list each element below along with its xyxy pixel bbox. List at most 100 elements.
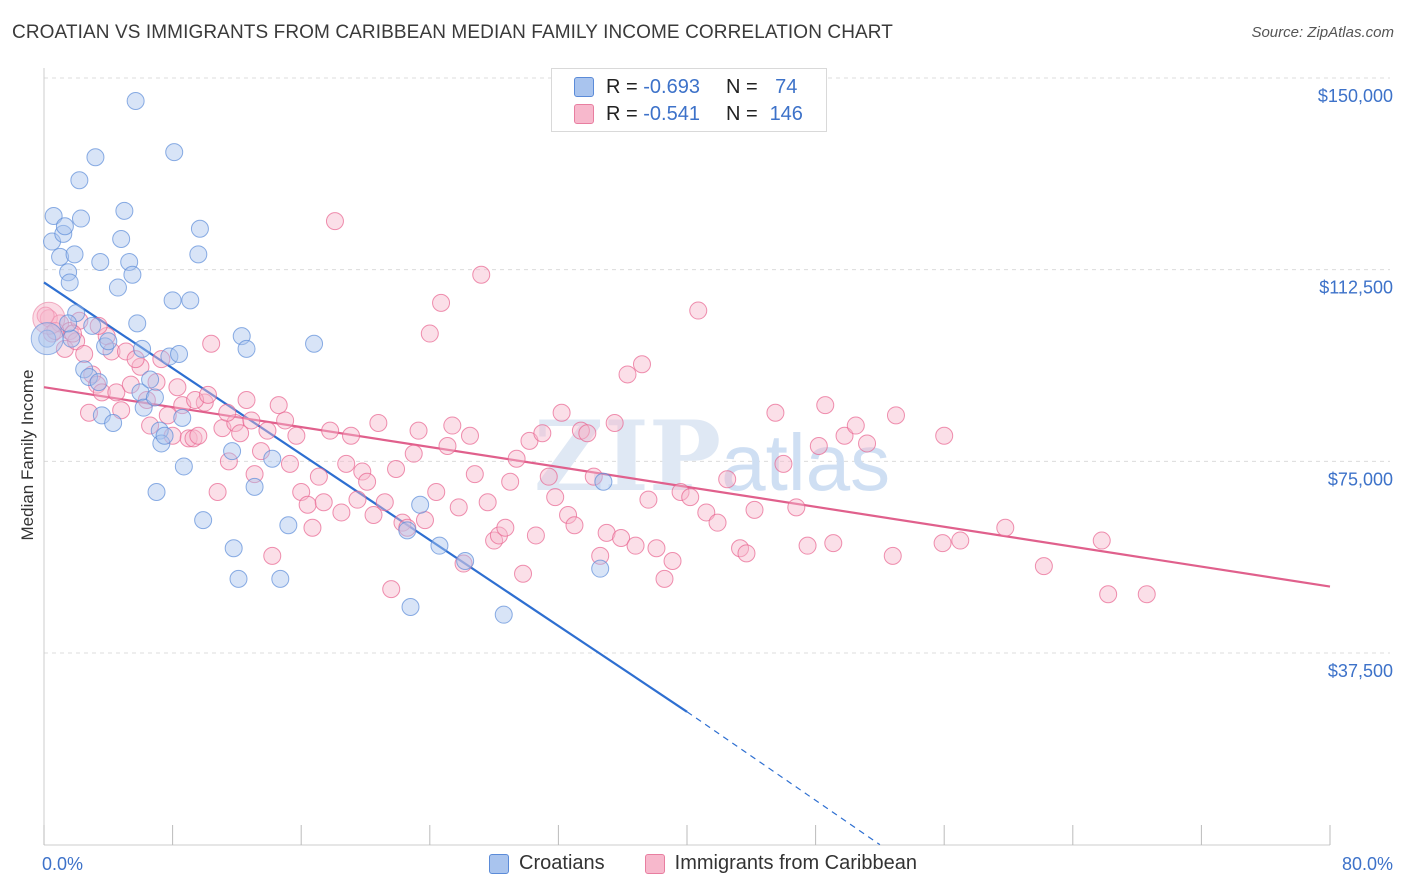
point-caribbean bbox=[858, 434, 877, 453]
gridlines bbox=[44, 77, 1390, 654]
point-caribbean bbox=[718, 470, 737, 489]
point-croatians bbox=[456, 552, 475, 570]
y-tick-label: $112,500 bbox=[1319, 278, 1393, 298]
point-caribbean bbox=[387, 460, 406, 478]
legend-swatch-croatians bbox=[574, 77, 594, 97]
point-caribbean bbox=[369, 414, 388, 432]
point-croatians bbox=[147, 483, 166, 501]
point-caribbean bbox=[472, 265, 491, 284]
point-caribbean bbox=[578, 424, 597, 443]
bottom-legend-label-caribbean: Immigrants from Caribbean bbox=[674, 852, 917, 874]
point-caribbean bbox=[438, 437, 457, 455]
trend-line-croatians-extension bbox=[686, 711, 881, 846]
point-caribbean bbox=[208, 483, 227, 501]
bottom-legend-caribbean[interactable]: Immigrants from Caribbean bbox=[644, 852, 917, 875]
point-caribbean bbox=[824, 534, 843, 553]
point-caribbean bbox=[584, 467, 603, 486]
legend-r-caribbean: -0.541 bbox=[643, 102, 700, 125]
legend: R = -0.693 N = 74 R = -0.541 N = 146 bbox=[551, 68, 827, 132]
point-croatians bbox=[181, 291, 200, 310]
point-caribbean bbox=[276, 411, 295, 430]
point-croatians bbox=[62, 329, 81, 348]
point-croatians bbox=[591, 559, 610, 578]
point-caribbean bbox=[655, 569, 674, 588]
point-caribbean bbox=[443, 416, 462, 435]
point-croatians bbox=[494, 605, 513, 624]
point-croatians bbox=[224, 539, 243, 558]
point-caribbean bbox=[404, 444, 423, 463]
point-caribbean bbox=[375, 493, 394, 512]
point-caribbean bbox=[496, 518, 515, 537]
point-caribbean bbox=[342, 426, 361, 445]
point-croatians bbox=[263, 449, 282, 468]
point-caribbean bbox=[787, 498, 806, 517]
point-caribbean bbox=[591, 546, 610, 565]
point-caribbean bbox=[218, 403, 237, 422]
point-caribbean bbox=[325, 212, 344, 231]
point-caribbean bbox=[141, 416, 160, 435]
point-caribbean bbox=[415, 511, 434, 530]
legend-row-caribbean: R = -0.541 N = 146 bbox=[574, 101, 803, 127]
point-croatians bbox=[237, 339, 256, 358]
point-caribbean bbox=[348, 490, 367, 509]
x-tick-label: 0.0% bbox=[42, 854, 83, 874]
point-caribbean bbox=[478, 493, 497, 512]
point-croatians-large bbox=[30, 322, 64, 356]
point-caribbean bbox=[737, 544, 756, 563]
point-croatians bbox=[54, 224, 73, 243]
point-croatians bbox=[96, 337, 115, 356]
point-croatians bbox=[174, 457, 193, 476]
point-caribbean bbox=[618, 365, 637, 384]
point-caribbean bbox=[626, 536, 645, 555]
point-caribbean bbox=[337, 454, 356, 473]
point-caribbean bbox=[1099, 585, 1118, 604]
point-croatians bbox=[80, 368, 99, 386]
point-croatians bbox=[398, 521, 417, 540]
point-caribbean bbox=[552, 403, 571, 422]
point-croatians bbox=[112, 230, 131, 248]
point-caribbean bbox=[420, 324, 439, 343]
axes bbox=[43, 68, 1331, 846]
point-caribbean bbox=[92, 383, 111, 402]
chart-title: CROATIAN VS IMMIGRANTS FROM CARIBBEAN ME… bbox=[12, 22, 893, 43]
point-caribbean bbox=[245, 465, 264, 484]
point-caribbean bbox=[933, 534, 952, 553]
point-caribbean bbox=[886, 406, 905, 425]
point-caribbean bbox=[269, 396, 288, 415]
point-croatians bbox=[60, 273, 79, 292]
point-croatians bbox=[55, 217, 74, 236]
point-caribbean bbox=[427, 483, 446, 501]
point-caribbean bbox=[647, 539, 666, 558]
point-croatians bbox=[65, 245, 84, 264]
point-caribbean bbox=[1092, 531, 1111, 550]
point-caribbean bbox=[112, 401, 131, 420]
point-caribbean bbox=[237, 391, 256, 409]
point-caribbean bbox=[280, 454, 299, 473]
point-croatians bbox=[271, 569, 290, 588]
point-caribbean bbox=[697, 503, 716, 522]
point-caribbean bbox=[612, 529, 631, 547]
point-croatians bbox=[70, 171, 89, 190]
point-croatians bbox=[173, 408, 192, 427]
watermark: ZIPatlas bbox=[534, 400, 890, 513]
bottom-legend-label-croatians: Croatians bbox=[519, 852, 605, 874]
point-caribbean bbox=[996, 518, 1015, 537]
point-caribbean bbox=[639, 490, 658, 509]
point-caribbean bbox=[126, 350, 145, 369]
point-caribbean bbox=[332, 503, 351, 522]
point-caribbean bbox=[303, 518, 322, 537]
point-croatians bbox=[51, 247, 70, 266]
point-croatians bbox=[59, 314, 78, 333]
series-croatians bbox=[30, 92, 613, 624]
point-caribbean bbox=[258, 421, 277, 440]
bottom-legend-croatians[interactable]: Croatians bbox=[489, 852, 605, 875]
point-caribbean bbox=[198, 385, 217, 404]
bottom-legend-swatch-caribbean bbox=[644, 853, 665, 874]
point-caribbean bbox=[364, 506, 383, 524]
point-croatians bbox=[145, 388, 164, 407]
point-croatians bbox=[86, 148, 105, 167]
trend-lines bbox=[43, 281, 1331, 846]
x-tick-label: 80.0% bbox=[1342, 854, 1393, 874]
point-croatians bbox=[115, 201, 134, 220]
